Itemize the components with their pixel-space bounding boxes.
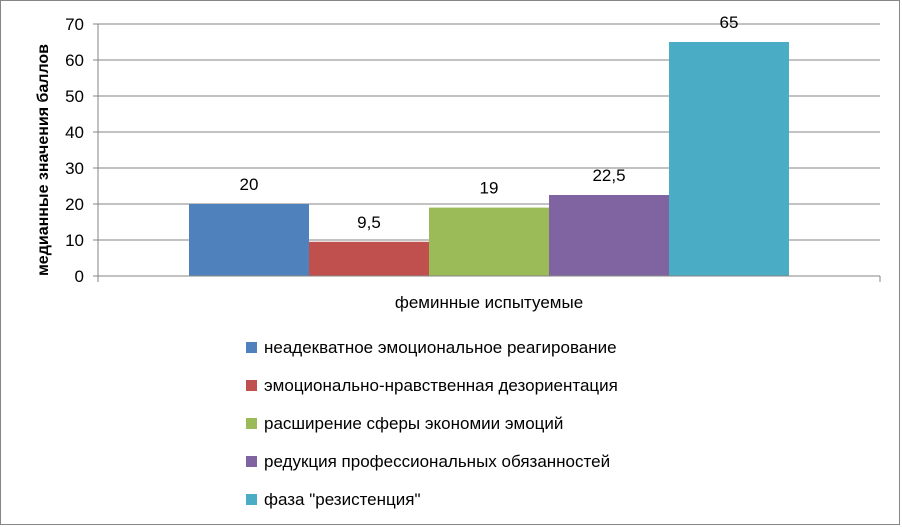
- y-tick-label: 30: [65, 159, 84, 178]
- y-tick-label: 10: [65, 231, 84, 250]
- bar: [189, 204, 309, 276]
- y-axis-title: медианные значения баллов: [35, 44, 52, 276]
- y-tick-label: 40: [65, 123, 84, 142]
- legend-label: неадекватное эмоциональное реагирование: [264, 338, 617, 357]
- bars: [189, 42, 789, 276]
- y-tick-label: 70: [65, 15, 84, 34]
- x-axis: феминные испытуемые: [97, 275, 881, 312]
- bar: [669, 42, 789, 276]
- legend-label: фаза "резистенция": [264, 490, 421, 509]
- bar: [309, 241, 429, 276]
- y-tick-label: 20: [65, 195, 84, 214]
- legend: неадекватное эмоциональное реагирование э…: [246, 338, 618, 509]
- y-tick-label: 0: [75, 267, 84, 286]
- y-tick-label: 50: [65, 87, 84, 106]
- y-axis: 0 10 20 30 40 50 60 70: [65, 15, 99, 286]
- legend-swatch: [246, 342, 257, 353]
- data-label: 9,5: [357, 213, 381, 232]
- legend-swatch: [246, 456, 257, 467]
- data-label: 22,5: [592, 166, 625, 185]
- data-label: 65: [720, 13, 739, 32]
- legend-swatch: [246, 494, 257, 505]
- bar: [549, 195, 669, 276]
- y-tick-label: 60: [65, 51, 84, 70]
- legend-label: расширение сферы экономии эмоций: [264, 414, 563, 433]
- data-labels: 20 9,5 19 22,5 65: [240, 13, 739, 232]
- x-category-label: феминные испытуемые: [395, 293, 583, 312]
- legend-swatch: [246, 380, 257, 391]
- legend-label: редукция профессиональных обязанностей: [264, 452, 610, 471]
- legend-swatch: [246, 418, 257, 429]
- data-label: 20: [240, 175, 259, 194]
- bar: [429, 207, 549, 276]
- legend-label: эмоционально-нравственная дезориентация: [264, 376, 618, 395]
- data-label: 19: [480, 179, 499, 198]
